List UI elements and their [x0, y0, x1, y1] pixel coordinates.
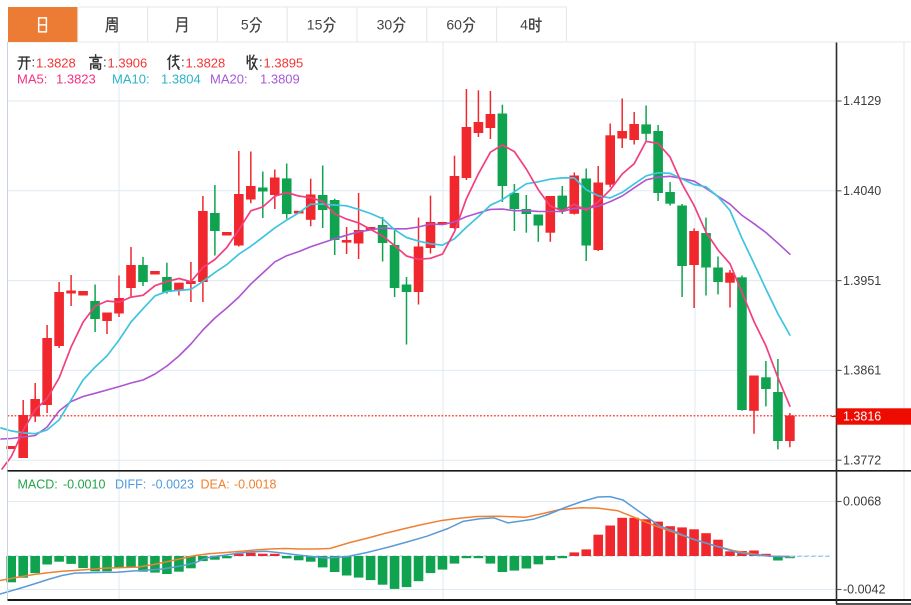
svg-text:1.3816: 1.3816: [843, 410, 881, 424]
svg-text:5: 5: [241, 17, 249, 33]
svg-text:-0.0010: -0.0010: [63, 478, 105, 492]
svg-text:MACD:: MACD:: [18, 478, 58, 492]
svg-text:MA10:: MA10:: [112, 72, 150, 87]
svg-text:1.3906: 1.3906: [108, 56, 148, 71]
svg-text:1.4129: 1.4129: [843, 94, 881, 108]
svg-text:1.4040: 1.4040: [843, 184, 881, 198]
svg-text:4: 4: [520, 17, 528, 33]
svg-text:1.3895: 1.3895: [264, 56, 304, 71]
svg-text:DEA:: DEA:: [201, 478, 230, 492]
svg-text::: :: [259, 54, 263, 69]
svg-text::: :: [32, 54, 36, 69]
svg-text:1.3861: 1.3861: [843, 364, 881, 378]
svg-text:0.0068: 0.0068: [843, 495, 881, 509]
svg-text:DIFF:: DIFF:: [115, 478, 146, 492]
svg-text::: :: [181, 54, 185, 69]
svg-text:1.3804: 1.3804: [161, 72, 201, 87]
svg-text:MA5:: MA5:: [17, 72, 47, 87]
svg-text:15: 15: [307, 17, 323, 33]
svg-text:1.3828: 1.3828: [36, 56, 76, 71]
svg-text:-0.0023: -0.0023: [152, 478, 194, 492]
svg-text:-0.0042: -0.0042: [843, 583, 885, 597]
svg-text:1.3951: 1.3951: [843, 274, 881, 288]
svg-text::: :: [103, 54, 107, 69]
svg-text:-0.0018: -0.0018: [234, 478, 276, 492]
svg-text:MA20:: MA20:: [210, 72, 248, 87]
svg-text:1.3828: 1.3828: [186, 56, 226, 71]
svg-text:60: 60: [446, 17, 462, 33]
svg-text:1.3772: 1.3772: [843, 453, 881, 467]
svg-text:1.3823: 1.3823: [56, 72, 96, 87]
svg-text:30: 30: [377, 17, 393, 33]
svg-text:1.3809: 1.3809: [260, 72, 300, 87]
